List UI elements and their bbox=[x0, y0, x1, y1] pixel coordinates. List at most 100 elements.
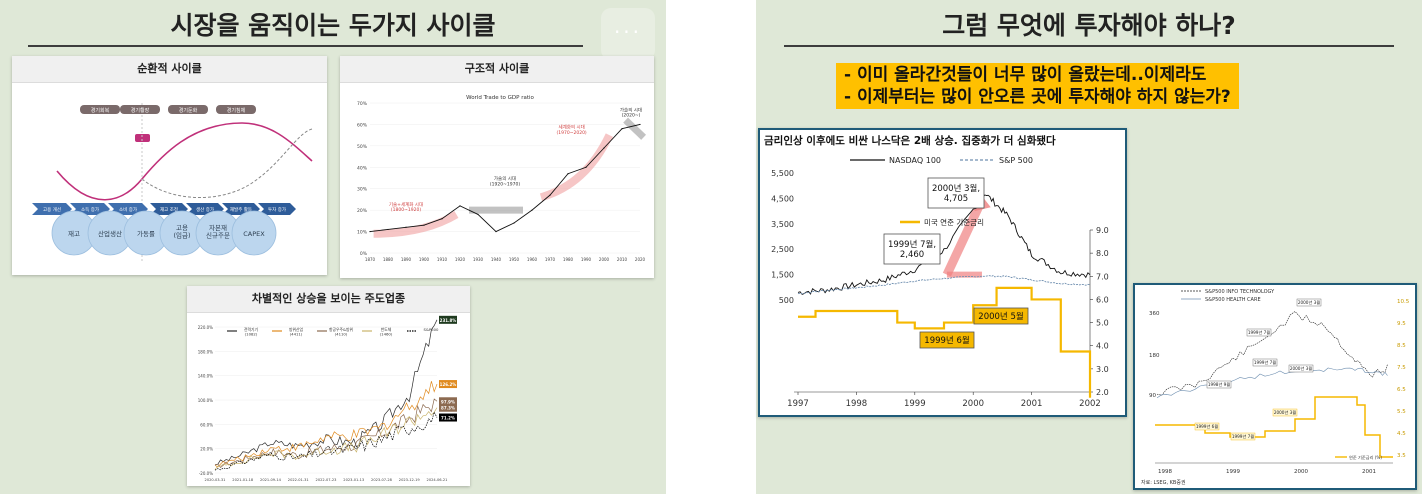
world-trade-point bbox=[441, 218, 443, 220]
end-value-label: 71.2% bbox=[441, 416, 455, 421]
sector-callout bbox=[1206, 380, 1232, 389]
health-care-line bbox=[1156, 367, 1388, 399]
rise-arrow bbox=[942, 201, 985, 277]
cycle-curve bbox=[56, 122, 313, 201]
x-tick-label: 1998 bbox=[846, 399, 868, 409]
legend-fed-rate: 미국 연준 기준금리 bbox=[924, 218, 984, 227]
era-annotation: 기술+세계화 시대 (1800~1920) bbox=[389, 201, 423, 213]
phase-pill-label: 경기침체 bbox=[227, 107, 246, 114]
right-title-rule bbox=[784, 45, 1394, 47]
indicator-label: 산업생산 bbox=[98, 229, 122, 238]
y-tick-label: -20.0% bbox=[199, 471, 213, 476]
left-title-rule bbox=[28, 45, 583, 47]
sector-callout bbox=[1252, 358, 1278, 367]
y-right-tick-label: 8.5 bbox=[1397, 343, 1406, 349]
end-value-badge bbox=[439, 380, 457, 389]
flow-arrow-label: 소득 증가 bbox=[81, 206, 99, 213]
y-right-tick-label: 10.5 bbox=[1397, 299, 1410, 305]
x-tick-label: 2001 bbox=[1362, 469, 1376, 475]
phase-pill bbox=[168, 105, 208, 114]
y-left-tick-label: 500 bbox=[779, 296, 794, 305]
era-annotation: 가술의 시대 (1920~1970) bbox=[490, 175, 520, 187]
y-tick-label: 20% bbox=[357, 208, 368, 214]
flow-arrow-label: 재발주 활동 bbox=[230, 206, 252, 213]
era-annotation: 가술의 시대 (2020~) bbox=[620, 107, 642, 119]
info-tech-line bbox=[1156, 311, 1388, 396]
y-right-tick-label: 3.0 bbox=[1096, 365, 1109, 374]
sector-series-line bbox=[214, 398, 438, 468]
sector-series-line bbox=[214, 319, 438, 466]
x-tick-label: 2000 bbox=[599, 257, 610, 262]
y-left-tick-label: 360 bbox=[1149, 311, 1160, 317]
x-tick-label: 2000 bbox=[962, 399, 984, 409]
x-tick-label: 1998 bbox=[1158, 469, 1172, 475]
more-options-button[interactable]: ··· bbox=[601, 8, 655, 60]
legend-entry: 전력기기 (1082) bbox=[244, 327, 258, 336]
callout-rate-1999-label: 1999년 6월 bbox=[924, 335, 969, 346]
sector-callout-label: 1998년 9월 bbox=[1208, 381, 1231, 388]
y-right-tick-label: 6.0 bbox=[1096, 295, 1109, 304]
callout-rate-2000-label: 2000년 5월 bbox=[978, 311, 1023, 322]
end-value-label: 231.8% bbox=[440, 318, 457, 323]
y-right-tick-label: 9.5 bbox=[1397, 321, 1406, 327]
rate-legend-small: 연준 기준금리 (%) bbox=[1349, 454, 1382, 461]
sector-callout-label: 2000년 3월 bbox=[1290, 365, 1313, 372]
y-right-tick-label: 7.5 bbox=[1397, 365, 1406, 371]
structural-cycle-panel: 구조적 사이클 World Trade to GDP ratio 0% 10% 20… bbox=[340, 56, 654, 278]
sector-chart-panel: S&P500 INFO TECHNOLOGY S&P500 HEALTH CARE… bbox=[1133, 283, 1417, 490]
y-left-tick-label: 3,500 bbox=[771, 220, 794, 229]
x-tick-label: 1997 bbox=[787, 399, 809, 409]
y-right-tick-label: 8.0 bbox=[1096, 249, 1109, 258]
highlight-line-1: - 이미 올라간것들이 너무 많이 올랐는데..이제라도 bbox=[844, 65, 1207, 85]
y-right-tick-label: 5.5 bbox=[1397, 409, 1406, 415]
x-tick-label: 2023-12-19 bbox=[399, 478, 421, 482]
y-tick-label: 60% bbox=[357, 122, 368, 128]
x-tick-label: 1890 bbox=[401, 257, 412, 262]
y-left-tick-label: 1,500 bbox=[771, 271, 794, 280]
y-right-tick-label: 3.5 bbox=[1397, 453, 1406, 459]
x-tick-label: 1980 bbox=[563, 257, 574, 262]
world-trade-point bbox=[603, 147, 605, 149]
nasdaq-chart-title: 금리인상 이후에도 비싼 나스닥은 2배 상승. 집중화가 더 심화됐다 bbox=[764, 134, 1056, 147]
nasdaq-sp500-rate-chart: 금리인상 이후에도 비싼 나스닥은 2배 상승. 집중화가 더 심화됐다 NASD… bbox=[764, 134, 1109, 409]
fed-rate-line-small bbox=[1155, 396, 1393, 458]
x-tick-label: 2021-01-18 bbox=[232, 478, 254, 482]
world-trade-chart-title: World Trade to GDP ratio bbox=[466, 95, 534, 101]
sector-callout bbox=[1272, 408, 1298, 417]
x-tick-label: 1960 bbox=[527, 257, 538, 262]
x-tick-label: 2010 bbox=[617, 257, 628, 262]
end-value-badge bbox=[439, 413, 457, 422]
source-note: 자료: LSEG, KB증권 bbox=[1141, 479, 1186, 486]
sector-series-line bbox=[214, 407, 438, 470]
sector-callout bbox=[1296, 298, 1322, 307]
right-slide-title: 그럼 무엇에 투자해야 하나? bbox=[942, 11, 1236, 40]
phase-pill bbox=[120, 105, 160, 114]
sector-it-healthcare-chart: S&P500 INFO TECHNOLOGY S&P500 HEALTH CARE… bbox=[1141, 289, 1410, 486]
legend-entry: 반도체 (1460) bbox=[380, 327, 393, 336]
legend-sp500: S&P 500 bbox=[999, 156, 1033, 165]
x-tick-label: 1940 bbox=[491, 257, 502, 262]
highlight-box: - 이미 올라간것들이 너무 많이 올랐는데..이제라도 - 이제부터는 많이 … bbox=[836, 63, 1239, 109]
cyclical-panel-title: 순환적 사이클 bbox=[12, 56, 327, 83]
cyclical-diagram: 경기회복 경기확장 경기둔화 경기침체 고용 개선 소득 증가 소비 증가 재고 조정 생산 … bbox=[32, 103, 313, 263]
y-left-tick-label: 2,500 bbox=[771, 245, 794, 254]
sector-series-line bbox=[214, 411, 438, 471]
flow-arrow-label: 생산 증가 bbox=[196, 206, 214, 213]
phase-pill bbox=[80, 105, 120, 114]
callout-nasdaq-peak bbox=[927, 177, 985, 209]
world-trade-point bbox=[513, 222, 515, 224]
y-left-tick-label: 90 bbox=[1149, 393, 1156, 399]
y-tick-label: 20.0% bbox=[200, 447, 213, 452]
legend-health-care: S&P500 HEALTH CARE bbox=[1205, 297, 1261, 303]
legend-entry: 방위산업 (4411) bbox=[289, 327, 303, 336]
x-tick-label: 1930 bbox=[473, 257, 484, 262]
y-right-tick-label: 7.0 bbox=[1096, 272, 1109, 281]
world-trade-point bbox=[495, 230, 497, 233]
callout-rate-2000 bbox=[973, 307, 1029, 325]
sector-callout bbox=[1194, 422, 1220, 431]
phase-pill-label: 경기확장 bbox=[131, 107, 150, 114]
indicator-circle bbox=[231, 210, 277, 256]
world-trade-point bbox=[423, 224, 425, 226]
y-tick-label: 70% bbox=[357, 101, 368, 107]
sector-callout-label: 2000년 3월 bbox=[1298, 299, 1321, 306]
